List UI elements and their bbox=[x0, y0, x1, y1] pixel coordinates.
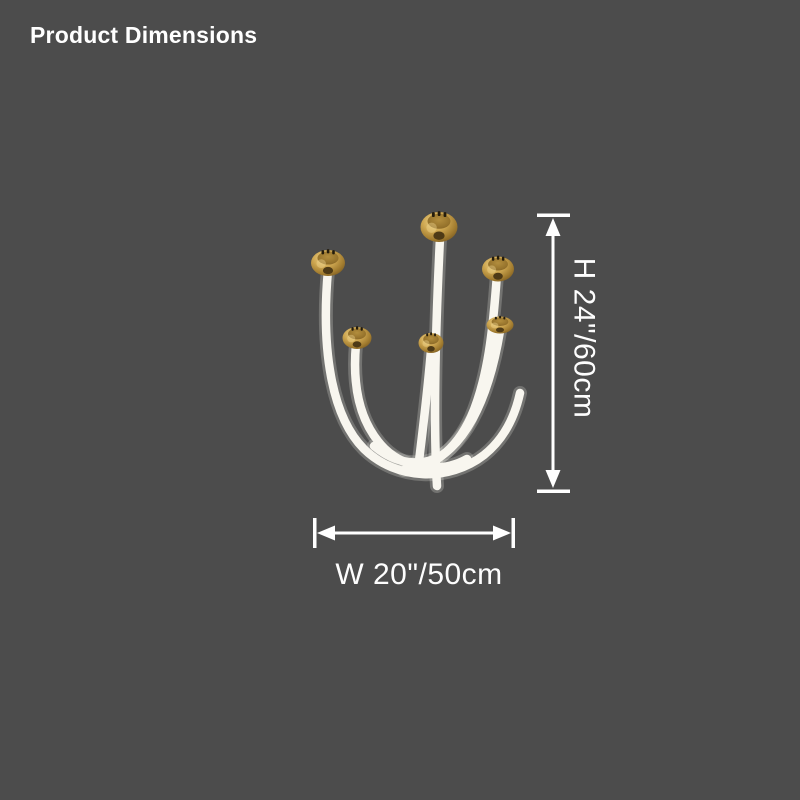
width-label: W 20"/50cm bbox=[335, 558, 502, 591]
chandelier bbox=[311, 211, 527, 493]
width-arrowhead-left bbox=[317, 525, 335, 541]
height-dimension: H 24"/60cm bbox=[537, 213, 601, 493]
width-arrowhead-right bbox=[493, 525, 511, 541]
led-tube bbox=[414, 345, 436, 466]
canopies bbox=[311, 211, 514, 353]
canopy bbox=[420, 211, 458, 242]
page-title: Product Dimensions bbox=[30, 22, 258, 48]
canopy bbox=[486, 315, 514, 334]
width-dimension: W 20"/50cm bbox=[313, 518, 515, 591]
led-tubes bbox=[321, 233, 525, 491]
canopy bbox=[482, 255, 514, 282]
canopy bbox=[311, 249, 345, 276]
led-tube bbox=[369, 326, 505, 467]
height-arrowhead-up bbox=[545, 218, 561, 236]
height-top-cap bbox=[537, 213, 570, 217]
canopy bbox=[342, 326, 372, 349]
width-left-cap bbox=[313, 518, 317, 548]
led-tube bbox=[321, 265, 525, 479]
canopy bbox=[418, 332, 444, 353]
height-arrowhead-down bbox=[545, 470, 561, 488]
width-right-cap bbox=[511, 518, 515, 548]
height-label: H 24"/60cm bbox=[568, 258, 601, 419]
height-bottom-cap bbox=[537, 489, 570, 493]
led-tube bbox=[430, 233, 445, 491]
